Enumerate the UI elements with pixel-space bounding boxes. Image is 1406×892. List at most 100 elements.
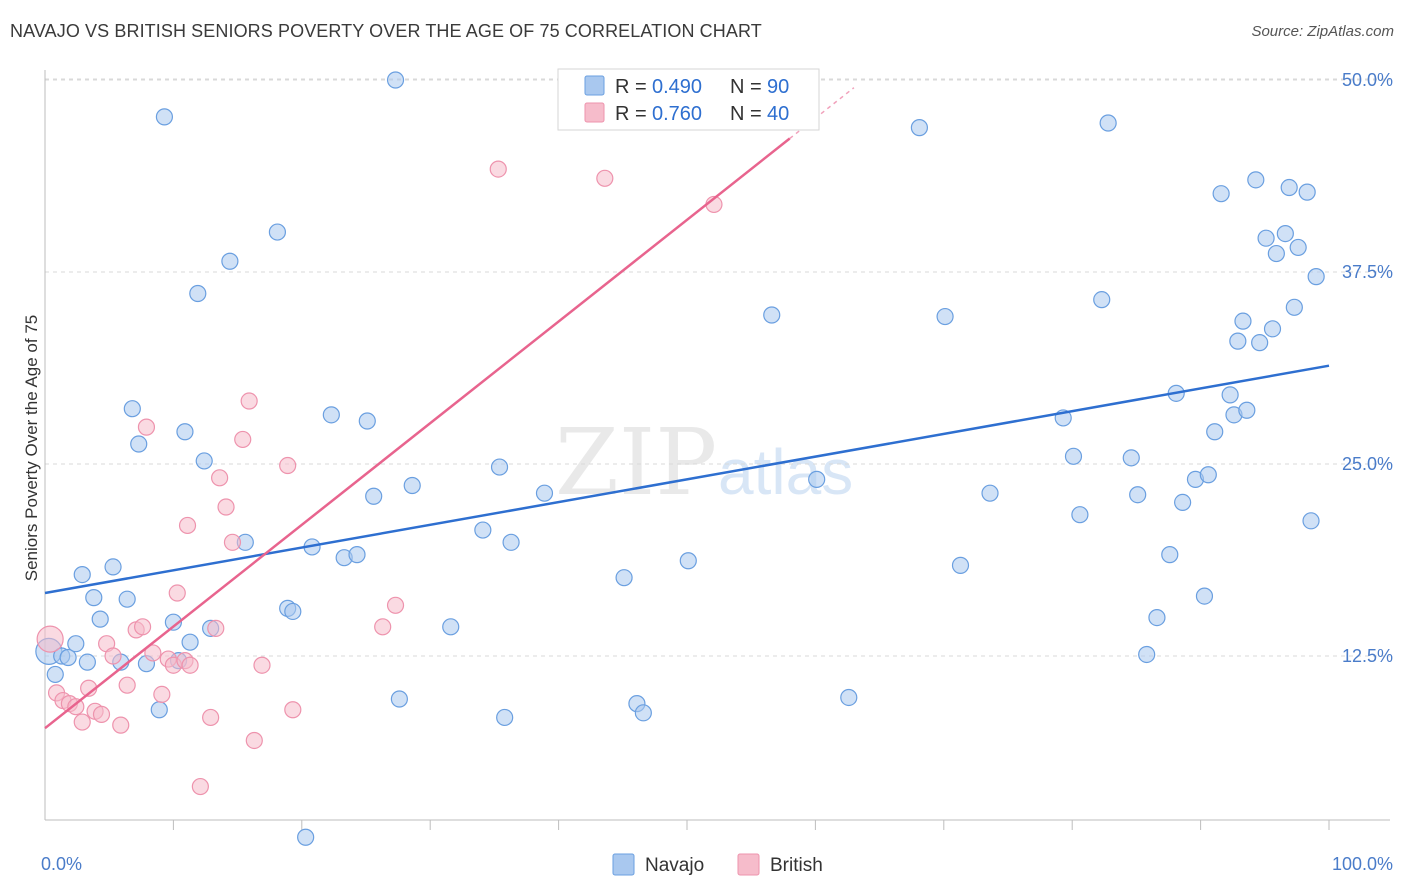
british-point: [207, 619, 225, 637]
navajo-point: [104, 558, 122, 576]
navajo-point: [1174, 493, 1192, 511]
navajo-point: [763, 306, 781, 324]
navajo-point: [615, 569, 633, 587]
navajo-point: [1267, 244, 1285, 263]
navajo-point: [535, 484, 554, 502]
navajo-point: [1212, 185, 1230, 203]
legend-british-label: British: [770, 855, 823, 876]
navajo-r-label: R =: [615, 76, 647, 98]
british-point: [153, 685, 171, 704]
british-trend-extension: [789, 87, 855, 140]
navajo-point: [1289, 238, 1307, 257]
navajo-point: [91, 610, 109, 628]
british-point: [178, 516, 197, 535]
navajo-point: [1229, 332, 1247, 350]
legend-navajo-swatch: [612, 853, 635, 876]
watermark: ZIP atlas: [555, 409, 853, 516]
y-axis-tick-labels: 12.5% 25.0% 37.5% 50.0%: [1342, 70, 1393, 666]
navajo-point: [67, 635, 85, 653]
british-point: [489, 160, 507, 178]
navajo-point: [1064, 447, 1083, 465]
navajo-point: [679, 552, 697, 570]
navajo-point: [176, 423, 194, 441]
navajo-point: [322, 406, 340, 424]
navajo-point: [981, 484, 999, 502]
navajo-swatch: [584, 75, 605, 96]
navajo-point: [634, 704, 652, 722]
navajo-point: [1195, 587, 1214, 605]
british-point: [245, 731, 263, 750]
navajo-point: [268, 223, 287, 241]
navajo-point: [85, 589, 103, 607]
navajo-point: [840, 688, 858, 707]
navajo-point: [808, 470, 826, 488]
british-point: [386, 596, 405, 614]
british-point: [118, 676, 136, 694]
british-point: [217, 498, 235, 516]
watermark-zip: ZIP: [555, 409, 717, 516]
british-point: [596, 169, 614, 187]
navajo-point: [181, 633, 199, 651]
navajo-point: [189, 284, 207, 303]
navajo-point: [1161, 546, 1179, 564]
british-point: [253, 656, 271, 674]
british-point: [279, 456, 297, 475]
british-point: [211, 469, 229, 487]
navajo-point: [1071, 506, 1089, 524]
british-r-value: 0.760: [652, 103, 702, 125]
navajo-point: [1307, 268, 1325, 286]
y-tick-label: 37.5%: [1342, 262, 1393, 282]
navajo-point: [1302, 512, 1320, 530]
navajo-point: [1206, 423, 1224, 441]
british-point: [92, 705, 111, 723]
x-axis-ticks: [172, 820, 1330, 830]
navajo-point: [297, 828, 315, 846]
navajo-point: [150, 701, 168, 719]
british-swatch: [584, 102, 605, 123]
navajo-point: [951, 556, 970, 574]
navajo-point: [365, 487, 383, 505]
british-point: [133, 618, 152, 636]
british-n-value: 40: [767, 103, 789, 125]
y-tick-label: 12.5%: [1342, 646, 1393, 666]
navajo-n-label: N =: [730, 76, 762, 98]
navajo-point: [130, 435, 148, 453]
british-point: [181, 656, 199, 674]
navajo-point: [46, 665, 64, 684]
navajo-point: [358, 412, 376, 430]
british-point: [223, 533, 242, 551]
british-point: [374, 618, 392, 636]
navajo-point: [1257, 229, 1275, 247]
navajo-point: [195, 452, 213, 470]
british-point: [234, 430, 252, 449]
navajo-point: [1247, 171, 1265, 189]
british-point: [168, 584, 186, 602]
british-point: [191, 777, 209, 796]
navajo-point: [403, 476, 421, 495]
legend-navajo-label: Navajo: [645, 855, 704, 876]
navajo-point: [1251, 334, 1269, 352]
british-r-label: R =: [615, 103, 647, 125]
navajo-trend-line: [44, 364, 1330, 595]
navajo-point: [1122, 449, 1140, 467]
navajo-point: [1285, 298, 1303, 316]
navajo-point: [1199, 466, 1217, 484]
navajo-point: [155, 108, 174, 126]
navajo-point: [123, 400, 141, 418]
navajo-point: [59, 648, 77, 667]
chart-title: NAVAJO VS BRITISH SENIORS POVERTY OVER T…: [10, 21, 762, 41]
british-point: [36, 625, 64, 653]
navajo-point: [390, 690, 408, 708]
navajo-point: [490, 458, 509, 476]
y-tick-label: 25.0%: [1342, 454, 1393, 474]
british-point: [73, 713, 91, 731]
navajo-point: [910, 119, 929, 137]
watermark-atlas: atlas: [718, 436, 853, 508]
navajo-point: [474, 521, 492, 539]
x-tick-label-max: 100.0%: [1332, 854, 1393, 874]
british-point: [284, 701, 302, 719]
navajo-point: [386, 71, 405, 89]
navajo-r-value: 0.490: [652, 76, 702, 98]
british-point: [112, 716, 130, 734]
